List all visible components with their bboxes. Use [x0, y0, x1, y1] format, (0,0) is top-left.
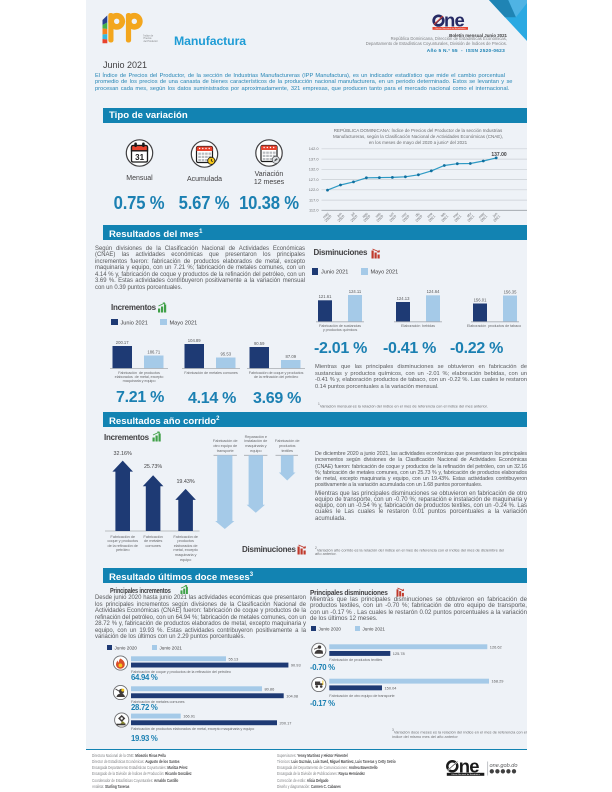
svg-text:dic: dic — [415, 212, 421, 218]
svg-text:137.00: 137.00 — [491, 152, 507, 158]
svg-text:Oficina Nacional de Estadístic: Oficina Nacional de Estadística — [435, 27, 467, 30]
svg-text:2020: 2020 — [402, 214, 410, 222]
svg-text:Precios: Precios — [144, 37, 153, 40]
svg-text:87.09: 87.09 — [286, 354, 297, 359]
svg-text:oct: oct — [388, 212, 394, 218]
svg-text:95.53: 95.53 — [221, 351, 232, 356]
svg-text:2020: 2020 — [389, 214, 397, 222]
svg-text:2020: 2020 — [363, 214, 371, 222]
svg-text:124.11: 124.11 — [349, 289, 362, 294]
svg-text:150.04: 150.04 — [385, 685, 398, 690]
svg-text:Oficina Nacional de Estadístic: Oficina Nacional de Estadística — [451, 773, 481, 776]
svg-text:124.64: 124.64 — [427, 289, 440, 294]
svg-text:55.13: 55.13 — [229, 656, 239, 661]
svg-text:90.59: 90.59 — [254, 341, 265, 346]
svg-text:132.0: 132.0 — [309, 167, 320, 172]
svg-text:80.86: 80.86 — [265, 686, 275, 691]
svg-text:nov: nov — [401, 212, 408, 219]
svg-text:2020: 2020 — [337, 214, 345, 222]
svg-text:156.01: 156.01 — [474, 297, 487, 302]
svg-text:ene: ene — [426, 212, 433, 219]
svg-text:112.0: 112.0 — [309, 208, 319, 213]
svg-text:del Productor: del Productor — [144, 40, 158, 43]
svg-text:125.78: 125.78 — [393, 651, 405, 656]
svg-text:Índice de: Índice de — [144, 35, 154, 38]
svg-text:mar: mar — [452, 211, 460, 219]
svg-text:166.91: 166.91 — [183, 714, 195, 719]
svg-text:2020: 2020 — [324, 214, 332, 222]
svg-text:2020: 2020 — [376, 214, 384, 222]
svg-text:abr: abr — [466, 211, 473, 218]
svg-text:2021: 2021 — [480, 214, 488, 222]
svg-text:ne: ne — [459, 756, 480, 777]
svg-text:jun: jun — [491, 212, 498, 219]
svg-text:90.93: 90.93 — [291, 663, 301, 668]
svg-text:jul: jul — [350, 212, 356, 218]
svg-text:168.29: 168.29 — [492, 679, 504, 684]
svg-text:127.0: 127.0 — [309, 177, 320, 182]
svg-text:ne: ne — [444, 9, 465, 30]
svg-text:may: may — [322, 212, 330, 220]
svg-text:156.35: 156.35 — [504, 289, 517, 294]
svg-text:126.62: 126.62 — [490, 644, 502, 649]
svg-text:2021: 2021 — [454, 214, 462, 222]
svg-text:200.17: 200.17 — [116, 340, 129, 345]
svg-text:ago: ago — [362, 212, 369, 219]
svg-text:117.0: 117.0 — [309, 198, 319, 203]
svg-text:2020: 2020 — [415, 214, 423, 222]
svg-text:2021: 2021 — [428, 214, 436, 222]
svg-text:feb: feb — [440, 212, 446, 218]
svg-text:122.0: 122.0 — [309, 187, 320, 192]
svg-text:124.13: 124.13 — [397, 296, 410, 301]
svg-text:2021: 2021 — [441, 214, 449, 222]
svg-text:142.0: 142.0 — [309, 146, 320, 151]
svg-text:186.71: 186.71 — [147, 349, 160, 354]
svg-text:104.08: 104.08 — [286, 693, 298, 698]
svg-text:121.61: 121.61 — [319, 294, 332, 299]
svg-text:2021: 2021 — [493, 214, 501, 222]
svg-text:200.17: 200.17 — [280, 720, 292, 725]
svg-text:jun: jun — [336, 212, 343, 219]
svg-text:may: may — [478, 212, 486, 220]
svg-text:31: 31 — [135, 153, 144, 162]
svg-text:2021: 2021 — [467, 214, 475, 222]
svg-text:2020: 2020 — [350, 214, 358, 222]
svg-text:104.89: 104.89 — [188, 338, 201, 343]
svg-text:sep: sep — [375, 212, 382, 219]
svg-text:137.0: 137.0 — [309, 157, 320, 162]
